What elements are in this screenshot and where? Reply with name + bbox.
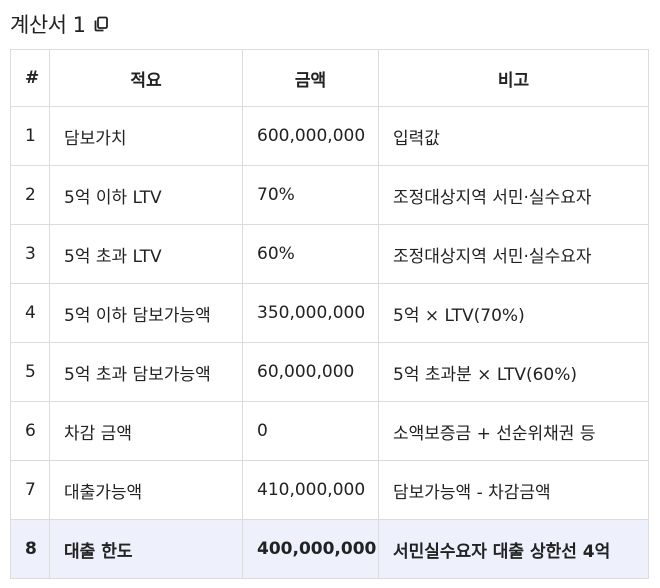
row-number: 5 [10, 342, 50, 402]
row-number: 4 [10, 283, 50, 343]
row-note: 5억 초과분 × LTV(60%) [378, 342, 649, 402]
table-header-row: # 적요 금액 비고 [10, 49, 649, 107]
column-header-note: 비고 [378, 49, 649, 107]
row-number: 6 [10, 401, 50, 461]
row-description: 5억 이하 담보가능액 [49, 283, 243, 343]
row-description: 대출 한도 [49, 519, 243, 579]
row-number: 2 [10, 165, 50, 225]
row-note: 담보가능액 - 차감금액 [378, 460, 649, 520]
row-amount: 350,000,000 [242, 283, 379, 343]
row-number: 7 [10, 460, 50, 520]
row-description: 대출가능액 [49, 460, 243, 520]
table-row: 3 5억 초과 LTV 60% 조정대상지역 서민·실수요자 [10, 224, 649, 284]
row-note: 5억 × LTV(70%) [378, 283, 649, 343]
table-row: 6 차감 금액 0 소액보증금 + 선순위채권 등 [10, 401, 649, 461]
row-note: 입력값 [378, 106, 649, 166]
row-amount: 600,000,000 [242, 106, 379, 166]
column-header-number: # [10, 49, 50, 107]
column-header-amount: 금액 [242, 49, 379, 107]
row-description: 5억 이하 LTV [49, 165, 243, 225]
row-amount: 60% [242, 224, 379, 284]
column-header-description: 적요 [49, 49, 243, 107]
table-row: 7 대출가능액 410,000,000 담보가능액 - 차감금액 [10, 460, 649, 520]
page-title: 계산서 1 [10, 13, 86, 37]
row-description: 차감 금액 [49, 401, 243, 461]
row-note: 서민실수요자 대출 상한선 4억 [378, 519, 649, 579]
row-description: 5억 초과 LTV [49, 224, 243, 284]
table-row: 1 담보가치 600,000,000 입력값 [10, 106, 649, 166]
row-number: 8 [10, 519, 50, 579]
row-amount: 60,000,000 [242, 342, 379, 402]
row-note: 조정대상지역 서민·실수요자 [378, 165, 649, 225]
row-description: 담보가치 [49, 106, 243, 166]
table-row: 4 5억 이하 담보가능액 350,000,000 5억 × LTV(70%) [10, 283, 649, 343]
table-row: 5 5억 초과 담보가능액 60,000,000 5억 초과분 × LTV(60… [10, 342, 649, 402]
row-amount: 0 [242, 401, 379, 461]
calculation-table: # 적요 금액 비고 1 담보가치 600,000,000 입력값 2 5억 이… [10, 49, 649, 579]
row-number: 3 [10, 224, 50, 284]
row-description: 5억 초과 담보가능액 [49, 342, 243, 402]
row-amount: 70% [242, 165, 379, 225]
row-number: 1 [10, 106, 50, 166]
row-note: 조정대상지역 서민·실수요자 [378, 224, 649, 284]
row-amount: 410,000,000 [242, 460, 379, 520]
copy-icon[interactable] [92, 15, 110, 33]
row-note: 소액보증금 + 선순위채권 등 [378, 401, 649, 461]
row-amount: 400,000,000 [242, 519, 379, 579]
title-row: 계산서 1 [10, 8, 110, 40]
table-row: 2 5억 이하 LTV 70% 조정대상지역 서민·실수요자 [10, 165, 649, 225]
table-row-total: 8 대출 한도 400,000,000 서민실수요자 대출 상한선 4억 [10, 519, 649, 579]
